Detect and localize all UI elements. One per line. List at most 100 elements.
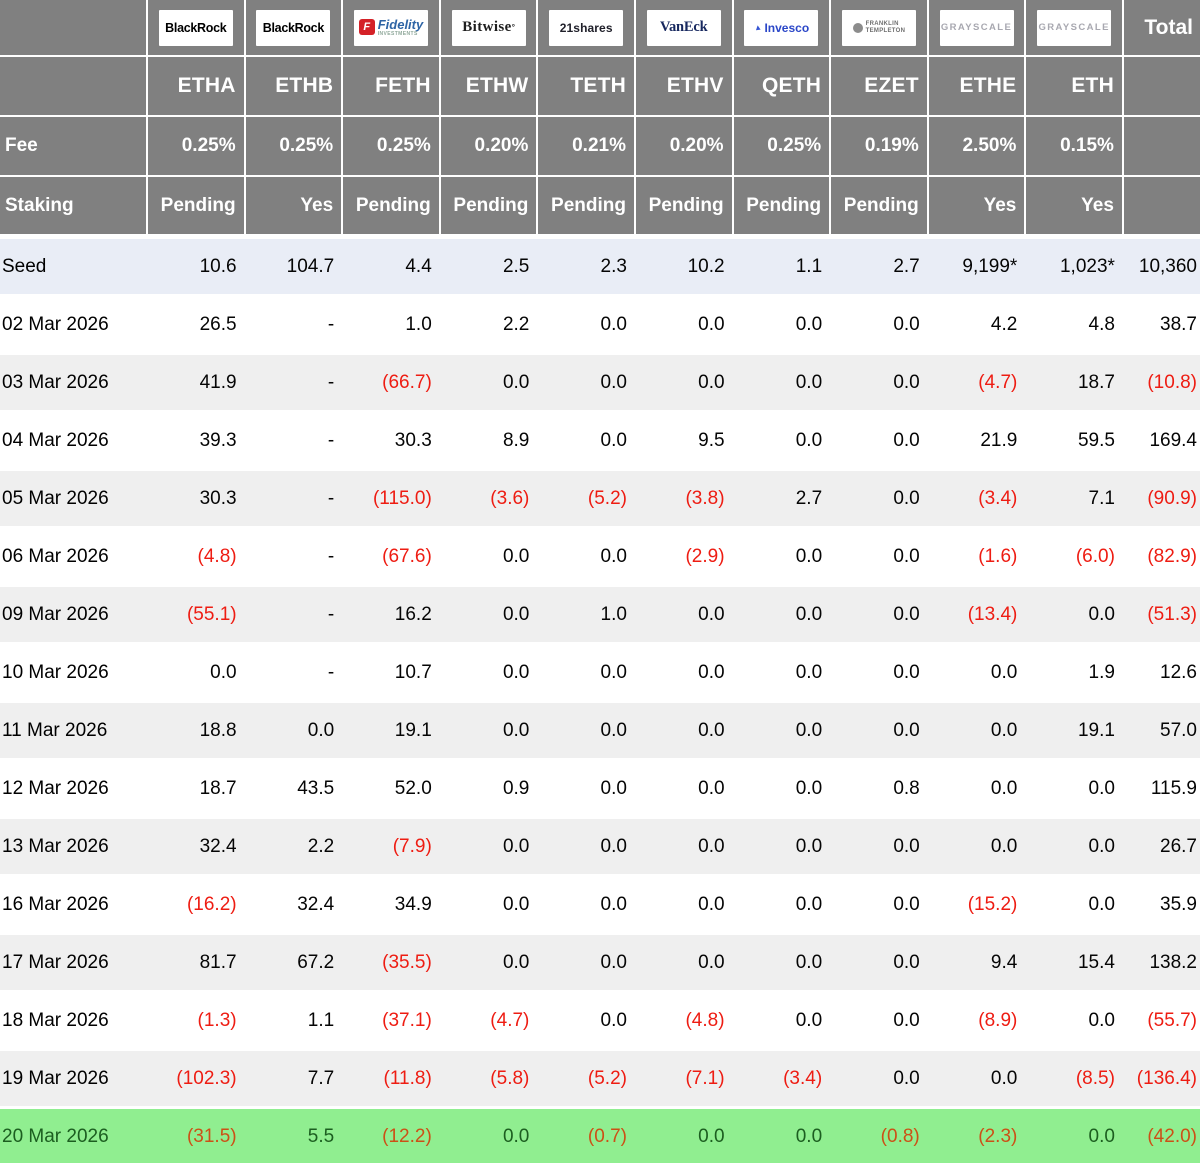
cell-total: (55.7) bbox=[1147, 1009, 1197, 1031]
cell-ETHB: - bbox=[327, 487, 335, 509]
cell-TETH: (5.2) bbox=[587, 487, 627, 509]
row-06-mar-2026: 06 Mar 2026 (4.8) - (67.6) 0.0 0.0 (2.9) 0.0 0.0… bbox=[0, 526, 1200, 584]
cell-ETHA: (1.3) bbox=[197, 1009, 237, 1031]
cell-EZET: 0.0 bbox=[893, 835, 920, 857]
date-label: 05 Mar 2026 bbox=[2, 487, 109, 509]
logo-cell-FETH: F Fidelity INVESTMENTS bbox=[343, 0, 441, 55]
cell-QETH: 0.0 bbox=[795, 603, 823, 625]
fee-row-total-cell bbox=[1123, 117, 1200, 175]
ticker-EZET: EZET bbox=[831, 57, 929, 115]
21shares-logo-text: 21shares bbox=[559, 20, 613, 35]
cell-total: 138.2 bbox=[1149, 951, 1197, 973]
cell-EZET: 0.0 bbox=[893, 429, 920, 451]
vaneck-logo: VanEck bbox=[646, 9, 721, 46]
date-label: 17 Mar 2026 bbox=[2, 951, 109, 973]
cell-QETH: 0.0 bbox=[795, 545, 823, 567]
cell-ETHE: 0.0 bbox=[990, 835, 1018, 857]
blackrock-logo: BlackRock bbox=[256, 9, 331, 46]
cell-QETH: 0.0 bbox=[795, 893, 823, 915]
cell-ETHE: 4.2 bbox=[990, 313, 1018, 335]
cell-total: 12.6 bbox=[1160, 661, 1197, 683]
cell-EZET: 0.0 bbox=[893, 545, 920, 567]
blackrock-logo: BlackRock bbox=[158, 9, 233, 46]
fee-ETH: 0.15% bbox=[1026, 117, 1124, 175]
cell-FETH: 52.0 bbox=[394, 777, 432, 799]
fidelity-logo-text: Fidelity bbox=[377, 17, 424, 33]
cell-ETH: 18.7 bbox=[1077, 371, 1115, 393]
cell-total: 115.9 bbox=[1150, 777, 1197, 799]
cell-ETH: 4.8 bbox=[1088, 313, 1115, 335]
cell-FETH: (11.8) bbox=[383, 1067, 432, 1089]
cell-ETHA: (4.8) bbox=[197, 545, 237, 567]
cell-FETH: 34.9 bbox=[394, 893, 432, 915]
cell-ETHV: 0.0 bbox=[698, 371, 725, 393]
cell-total: 38.7 bbox=[1160, 313, 1197, 335]
cell-FETH: 16.2 bbox=[394, 603, 432, 625]
row-05-mar-2026: 05 Mar 2026 30.3 - (115.0) (3.6) (5.2) (3.8) 2.… bbox=[0, 468, 1200, 526]
cell-ETHE: (1.6) bbox=[978, 545, 1018, 567]
bitwise-logo-text: Bitwise bbox=[462, 19, 512, 35]
cell-ETHW: 8.9 bbox=[502, 429, 530, 451]
cell-ETHW: 0.0 bbox=[502, 893, 530, 915]
row-10-mar-2026: 10 Mar 2026 0.0 - 10.7 0.0 0.0 0.0 0.0 0.0 0.0 1.9… bbox=[0, 642, 1200, 700]
cell-total: (136.4) bbox=[1136, 1067, 1197, 1089]
ticker-TETH: TETH bbox=[538, 57, 636, 115]
date-label: 04 Mar 2026 bbox=[2, 429, 109, 451]
cell-ETHA: 10.6 bbox=[199, 255, 237, 277]
cell-ETHV: 0.0 bbox=[698, 313, 725, 335]
ticker-QETH: QETH bbox=[733, 57, 832, 115]
cell-total: 169.4 bbox=[1149, 429, 1197, 451]
cell-FETH: 4.4 bbox=[405, 255, 432, 277]
cell-ETHB: 1.1 bbox=[307, 1009, 335, 1031]
cell-ETHW: 0.0 bbox=[502, 835, 530, 857]
row-04-mar-2026: 04 Mar 2026 39.3 - 30.3 8.9 0.0 9.5 0.0 0.0 21.9 5… bbox=[0, 410, 1200, 468]
cell-EZET: 0.8 bbox=[893, 777, 920, 799]
cell-ETHW: 2.2 bbox=[502, 313, 530, 335]
cell-ETHE: 21.9 bbox=[980, 429, 1018, 451]
row-seed: Seed 10.6 104.7 4.4 2.5 2.3 10.2 1.1 2.7 9,199* 1,… bbox=[0, 236, 1200, 294]
row-13-mar-2026: 13 Mar 2026 32.4 2.2 (7.9) 0.0 0.0 0.0 0.0 0.0 0.… bbox=[0, 816, 1200, 874]
cell-TETH: 0.0 bbox=[600, 545, 627, 567]
cell-FETH: (7.9) bbox=[392, 835, 432, 857]
cell-QETH: 0.0 bbox=[795, 371, 823, 393]
date-label: 12 Mar 2026 bbox=[2, 777, 109, 799]
franklin-logo-text-2: TEMPLETON bbox=[865, 27, 906, 34]
cell-TETH: (0.7) bbox=[587, 1125, 627, 1147]
date-label: 13 Mar 2026 bbox=[2, 835, 109, 857]
staking-ETHB: Yes bbox=[245, 177, 344, 234]
cell-ETHE: (4.7) bbox=[978, 371, 1018, 393]
cell-EZET: (0.8) bbox=[880, 1125, 920, 1147]
21shares-logo: 21shares bbox=[549, 9, 624, 46]
cell-ETHE: 0.0 bbox=[990, 661, 1018, 683]
franklin-templeton-logo-lockup: FRANKLIN TEMPLETON bbox=[852, 21, 906, 35]
cell-QETH: 0.0 bbox=[795, 1125, 823, 1147]
cell-EZET: 2.7 bbox=[893, 255, 920, 277]
cell-ETH: 0.0 bbox=[1088, 835, 1115, 857]
cell-TETH: 0.0 bbox=[600, 777, 627, 799]
fee-ETHA: 0.25% bbox=[148, 117, 246, 175]
ticker-row-label-cell bbox=[0, 57, 148, 115]
logo-cell-ETHV: VanEck bbox=[635, 0, 734, 55]
total-column-header: Total bbox=[1123, 0, 1200, 55]
cell-total: 10,360 bbox=[1138, 255, 1197, 277]
cell-ETHV: 0.0 bbox=[698, 951, 725, 973]
cell-ETHA: 81.7 bbox=[199, 951, 237, 973]
ticker-ETH: ETH bbox=[1026, 57, 1124, 115]
cell-ETHE: 0.0 bbox=[990, 1067, 1018, 1089]
cell-ETHV: (4.8) bbox=[685, 1009, 725, 1031]
cell-ETH: 1,023* bbox=[1059, 255, 1115, 277]
date-label: 03 Mar 2026 bbox=[2, 371, 109, 393]
ticker-ETHE: ETHE bbox=[928, 57, 1027, 115]
grayscale-logo-text: GRAYSCALE bbox=[940, 22, 1013, 33]
cell-QETH: 1.1 bbox=[795, 255, 823, 277]
date-label: 02 Mar 2026 bbox=[2, 313, 109, 335]
cell-FETH: 10.7 bbox=[394, 661, 432, 683]
staking-EZET: Pending bbox=[831, 177, 929, 234]
cell-FETH: 19.1 bbox=[394, 719, 432, 741]
cell-EZET: 0.0 bbox=[893, 893, 920, 915]
header-logo-row: BlackRock BlackRock F Fidelity INVESTMENTS Bi… bbox=[0, 0, 1200, 57]
cell-FETH: (35.5) bbox=[382, 951, 432, 973]
date-label: 09 Mar 2026 bbox=[2, 603, 109, 625]
blackrock-logo-text: BlackRock bbox=[262, 20, 325, 35]
